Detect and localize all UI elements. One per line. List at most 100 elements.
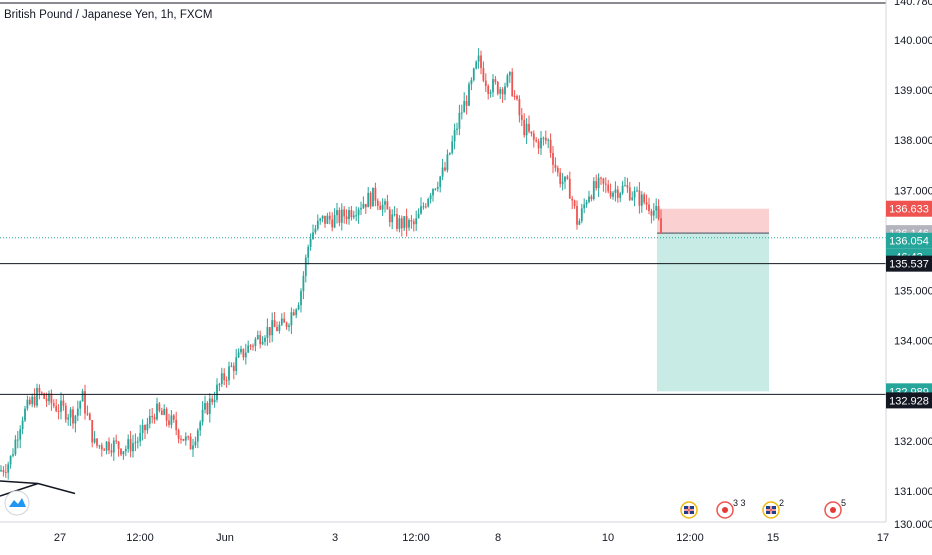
candle-body xyxy=(218,384,221,386)
time-tick-label: 17 xyxy=(877,532,889,544)
candle-body xyxy=(499,89,502,94)
take-profit-zone[interactable] xyxy=(657,233,769,392)
candle-body xyxy=(369,192,372,207)
candle-body xyxy=(266,327,269,338)
candle-body xyxy=(355,215,358,217)
event-marker[interactable] xyxy=(680,501,698,519)
event-marker[interactable]: 5 xyxy=(824,498,846,519)
candle-body xyxy=(621,185,624,194)
drawing-lines[interactable] xyxy=(0,2,886,497)
candle-body xyxy=(319,218,322,221)
resistance-price-label: 135.537 xyxy=(889,259,929,271)
time-tick-label: 15 xyxy=(767,532,779,544)
candle-body xyxy=(309,238,312,247)
candle-body xyxy=(578,221,581,225)
candle-body xyxy=(326,215,329,224)
candle-body xyxy=(268,327,271,336)
event-marker[interactable]: 2 xyxy=(762,498,784,519)
candle-body xyxy=(408,220,410,228)
candle-body xyxy=(170,415,173,425)
price-tick-label: 140.000 xyxy=(894,35,932,47)
candle-body xyxy=(235,357,238,372)
candle-body xyxy=(16,439,19,441)
candle-body xyxy=(228,366,230,381)
candle-body xyxy=(489,92,492,94)
candle-body xyxy=(199,422,202,431)
candle-body xyxy=(297,305,300,310)
candle-body xyxy=(45,398,48,402)
candle-body xyxy=(417,213,420,219)
candle-body xyxy=(177,430,180,439)
candle-body xyxy=(547,139,550,141)
candle-body xyxy=(410,220,413,222)
candle-body xyxy=(88,413,91,421)
candle-body xyxy=(367,192,370,208)
candle-body xyxy=(129,439,132,452)
candle-body xyxy=(168,420,170,425)
candle-body xyxy=(444,167,446,171)
candle-body xyxy=(456,128,458,130)
stop-loss-zone[interactable] xyxy=(657,208,769,234)
candle-body xyxy=(72,409,74,424)
candle-body xyxy=(372,187,374,207)
position-zones[interactable] xyxy=(657,208,769,392)
candle-body xyxy=(477,55,480,62)
candle-body xyxy=(535,139,538,142)
candle-body xyxy=(127,439,130,449)
candle-body xyxy=(384,201,386,205)
candle-body xyxy=(511,71,514,96)
candle-body xyxy=(386,201,389,210)
tradingview-logo[interactable] xyxy=(4,490,30,516)
candle-body xyxy=(600,177,602,179)
candle-body xyxy=(400,218,403,229)
candle-body xyxy=(33,396,36,406)
candle-body xyxy=(564,176,566,182)
candle-body xyxy=(259,335,262,345)
candle-body xyxy=(52,403,55,406)
candle-body xyxy=(528,123,530,132)
candle-body xyxy=(588,196,590,203)
candle-body xyxy=(504,86,506,95)
candle-body xyxy=(609,191,612,197)
candle-body xyxy=(213,399,216,403)
candle-body xyxy=(232,365,235,372)
candle-body xyxy=(182,438,185,441)
candle-body xyxy=(648,204,650,212)
candle-body xyxy=(451,141,454,153)
cloud-icon xyxy=(9,498,26,507)
economic-events[interactable]: 3 3 2 5 xyxy=(4,490,846,519)
candle-body xyxy=(580,208,583,222)
candle-body xyxy=(336,210,338,216)
candle-body xyxy=(518,99,521,116)
candle-body xyxy=(388,209,391,223)
candle-body xyxy=(122,451,125,455)
candle-body xyxy=(321,215,324,219)
trend-line[interactable] xyxy=(0,482,39,497)
candle-body xyxy=(525,123,528,136)
candle-body xyxy=(470,79,473,85)
candle-body xyxy=(247,345,250,353)
event-marker[interactable]: 3 3 xyxy=(716,498,746,519)
candle-body xyxy=(556,167,559,173)
candle-body xyxy=(283,318,286,323)
support-price-label: 132.928 xyxy=(889,395,929,407)
candle-body xyxy=(96,438,98,446)
candle-body xyxy=(537,141,540,149)
candle-body xyxy=(148,415,151,424)
candle-body xyxy=(360,208,362,210)
candle-body xyxy=(552,152,554,165)
candle-body xyxy=(465,101,468,106)
candle-body xyxy=(374,187,377,201)
candle-body xyxy=(350,210,353,218)
candle-body xyxy=(93,438,96,443)
price-axis-bg[interactable] xyxy=(886,0,932,550)
candle-body xyxy=(484,80,487,87)
candle-body xyxy=(602,178,605,184)
candle-body xyxy=(172,415,175,420)
candle-body xyxy=(422,206,425,208)
candle-body xyxy=(595,181,598,189)
candle-body xyxy=(4,472,7,474)
event-count: 5 xyxy=(841,498,846,508)
